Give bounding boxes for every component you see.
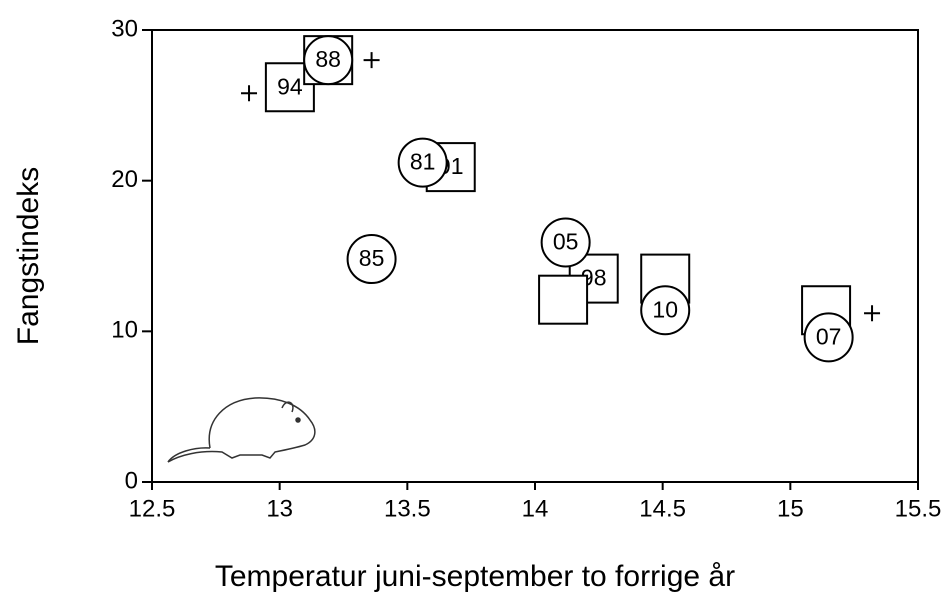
x-tick-label: 15.5	[895, 495, 942, 522]
x-tick-label: 13.5	[384, 495, 431, 522]
circle-point	[397, 137, 448, 188]
point-label: 10	[652, 296, 678, 322]
mouse-illustration	[167, 397, 316, 463]
point-label: 85	[359, 245, 385, 271]
x-tick-label: 13	[266, 495, 293, 522]
y-tick-label: 30	[111, 15, 138, 42]
x-tick-label: 12.5	[129, 495, 176, 522]
plus-point	[864, 305, 881, 322]
y-axis-title: Fangstindeks	[12, 167, 45, 345]
point-label: 05	[553, 229, 579, 255]
square-point	[538, 274, 589, 325]
x-axis-title: Temperatur juni-september to forrige år	[215, 560, 735, 593]
point-label: 94	[277, 73, 303, 99]
x-tick-label: 14.5	[639, 495, 686, 522]
circle-point	[540, 217, 591, 268]
x-tick-label: 15	[777, 495, 804, 522]
circle-point	[303, 35, 354, 86]
circle-point	[346, 234, 397, 285]
plus-point	[363, 52, 380, 69]
circle-point	[640, 285, 691, 336]
plus-point	[241, 85, 258, 102]
circle-point	[803, 312, 854, 363]
y-tick-label: 10	[111, 317, 138, 344]
x-tick-label: 14	[522, 495, 549, 522]
y-tick-label: 20	[111, 166, 138, 193]
y-tick-label: 0	[125, 467, 138, 494]
point-label: 81	[410, 149, 436, 175]
point-label: 88	[315, 46, 341, 72]
point-label: 07	[816, 323, 842, 349]
